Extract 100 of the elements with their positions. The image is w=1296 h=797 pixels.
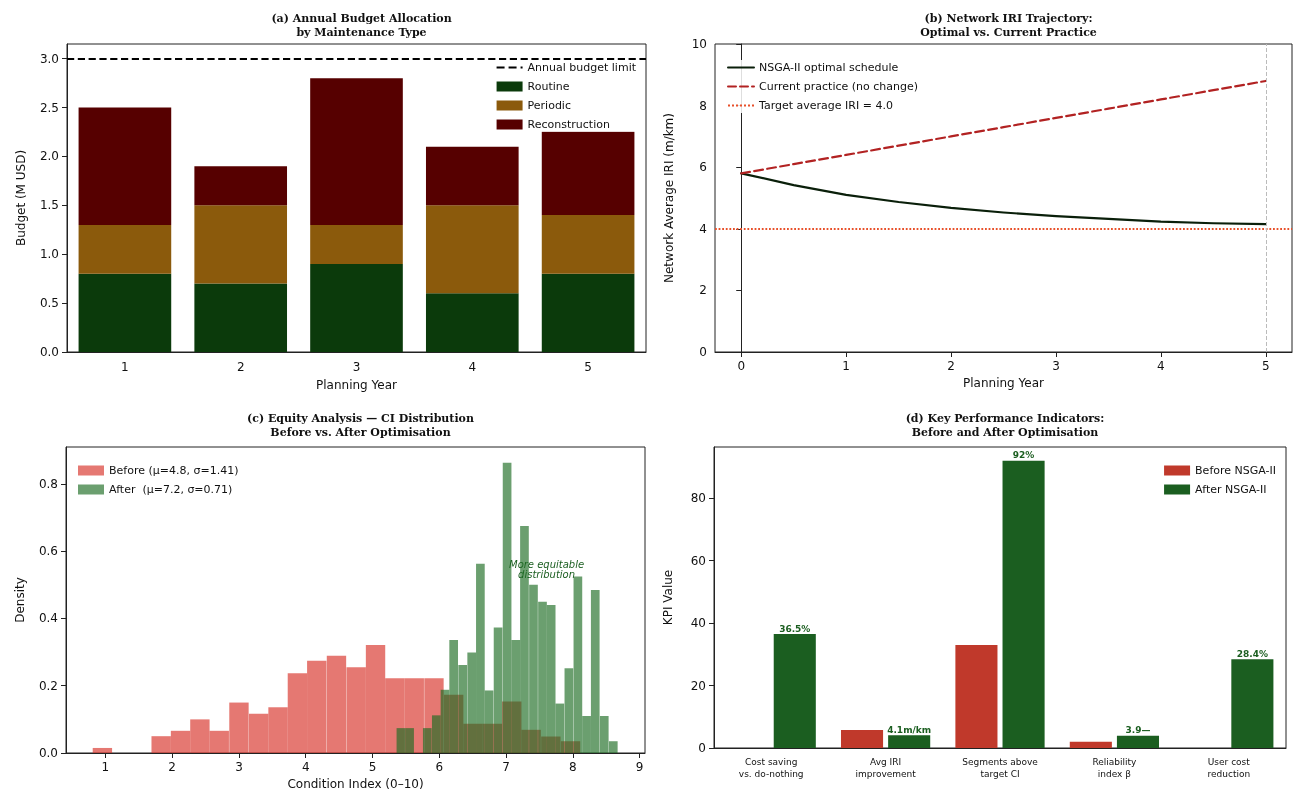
bar <box>541 273 635 352</box>
chart-title: (a) Annual Budget Allocation by Maintenance Type <box>271 11 452 39</box>
y-tick-label: 0.8 <box>38 476 58 491</box>
x-tick-label: 2 <box>947 359 955 373</box>
bar <box>78 224 172 274</box>
x-tick-label: 1 <box>101 760 110 774</box>
bar <box>541 131 635 216</box>
bar <box>425 205 519 294</box>
y-tick-label: 0.0 <box>39 345 59 359</box>
y-tick-label: 0 <box>698 741 706 755</box>
y-tick-label: 2.5 <box>39 100 59 115</box>
y-tick-label: 0.6 <box>38 544 58 559</box>
bar <box>310 78 403 225</box>
legend-label: Periodic <box>527 99 571 112</box>
x-tick-label: 4 <box>468 360 477 374</box>
bar <box>1069 741 1112 748</box>
y-tick-label: 1.5 <box>39 198 59 213</box>
y-tick-label: 0.4 <box>38 611 58 626</box>
x-axis-title: Condition Index (0–10) <box>287 777 424 791</box>
chart-title: (c) Equity Analysis — CI Distribution Before vs. After Optimisation <box>247 411 474 439</box>
x-tick-label: 2 <box>236 360 245 374</box>
bar <box>773 634 816 748</box>
bar <box>1116 735 1160 748</box>
x-tick-label: Cost saving vs. do-nothing <box>738 757 804 779</box>
chart-title: (b) Network IRI Trajectory: Optimal vs. Current Practice <box>920 11 1097 39</box>
bar <box>194 166 288 206</box>
x-tick-label: 1 <box>842 359 850 373</box>
x-tick-label: Reliability index β <box>1092 757 1138 779</box>
data-label: 36.5% <box>779 623 811 634</box>
x-tick-label: 3 <box>1052 359 1060 373</box>
x-tick-label: Segments above target CI <box>962 757 1039 779</box>
y-axis-title: Network Average IRI (m/km) <box>662 113 676 283</box>
x-axis-title: Planning Year <box>963 376 1045 390</box>
data-label: 3.9— <box>1125 725 1151 736</box>
bar <box>541 215 635 274</box>
y-tick-label: 0.5 <box>39 296 59 311</box>
chart-title: (d) Key Performance Indicators: Before and After Optimisation <box>905 411 1105 439</box>
legend-label: Target average IRI = 4.0 <box>758 99 893 112</box>
x-tick-label: 8 <box>569 760 577 774</box>
data-label: 4.1m/km <box>887 724 932 735</box>
y-tick-label: 8 <box>699 98 707 113</box>
bar <box>78 273 172 352</box>
x-tick-label: 5 <box>368 760 377 774</box>
line-series <box>740 172 1267 226</box>
bar <box>425 293 519 352</box>
y-tick-label: 0.0 <box>38 746 58 760</box>
x-tick-label: 1 <box>121 360 129 374</box>
bar <box>1002 460 1045 748</box>
bar <box>955 644 998 748</box>
y-tick-label: 2.0 <box>39 149 59 164</box>
bar <box>840 729 884 748</box>
bar <box>78 107 172 225</box>
y-tick-label: 0 <box>699 345 707 359</box>
legend-label: Current practice (no change) <box>759 80 919 93</box>
y-axis-title: Density <box>13 577 27 623</box>
x-tick-label: 6 <box>435 760 444 774</box>
bar <box>425 146 519 206</box>
legend-label: Routine <box>527 80 570 93</box>
x-tick-label: 3 <box>235 760 243 774</box>
x-tick-label: 5 <box>1261 359 1270 373</box>
x-tick-label: 2 <box>168 760 176 774</box>
y-tick-label: 1.0 <box>39 247 59 262</box>
legend-label: Before (μ=4.8, σ=1.41) <box>109 464 239 477</box>
y-axis-title: KPI Value <box>661 569 675 626</box>
legend-label: After (μ=7.2, σ=0.71) <box>109 483 233 496</box>
ref-line-label: Annual budget limit <box>527 61 637 74</box>
x-tick-label: 7 <box>502 760 510 774</box>
y-tick-label: 0.2 <box>38 678 58 693</box>
bar <box>310 264 403 352</box>
y-axis-title: Budget (M USD) <box>14 149 28 247</box>
x-tick-label: User cost reduction <box>1207 757 1251 779</box>
x-tick-label: 9 <box>635 760 644 774</box>
legend-label: Before NSGA-II <box>1195 464 1276 477</box>
legend-label: NSGA-II optimal schedule <box>759 61 899 74</box>
x-tick-label: Avg IRI improvement <box>855 757 917 779</box>
y-tick-label: 80 <box>690 491 706 506</box>
bar <box>194 283 288 352</box>
y-tick-label: 60 <box>690 553 706 568</box>
legend-label: After NSGA-II <box>1195 483 1267 496</box>
y-tick-label: 2 <box>699 283 707 298</box>
bar <box>1231 659 1274 748</box>
y-tick-label: 20 <box>690 678 706 693</box>
x-axis-title: Planning Year <box>316 377 398 392</box>
data-label: 92% <box>1012 450 1035 461</box>
bar <box>888 735 931 748</box>
x-tick-label: 4 <box>301 760 310 774</box>
x-tick-label: 0 <box>737 359 746 373</box>
bar <box>310 224 403 264</box>
x-tick-label: 5 <box>584 360 592 374</box>
x-tick-label: 3 <box>352 360 361 374</box>
data-label: 28.4% <box>1236 648 1268 659</box>
line-series <box>740 79 1267 175</box>
bar <box>194 205 288 284</box>
y-tick-label: 3.0 <box>39 51 59 66</box>
y-tick-label: 6 <box>699 160 707 175</box>
y-tick-label: 10 <box>691 37 707 51</box>
x-tick-label: 4 <box>1157 359 1165 373</box>
y-tick-label: 4 <box>699 221 707 236</box>
legend-label: Reconstruction <box>527 118 610 131</box>
y-tick-label: 40 <box>690 616 706 631</box>
